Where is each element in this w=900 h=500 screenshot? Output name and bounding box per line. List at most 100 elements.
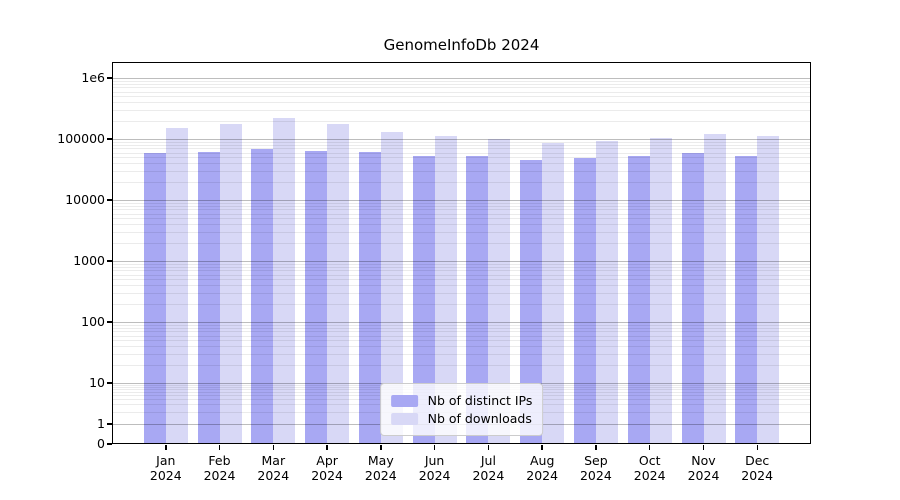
y-tick-label: 10 <box>89 375 105 390</box>
gridline-minor <box>112 364 811 366</box>
gridline-minor <box>112 181 811 183</box>
gridline-major <box>112 78 811 79</box>
gridline-minor <box>112 327 811 329</box>
bar-ips-sep <box>573 157 596 444</box>
x-tick-mark <box>595 445 597 450</box>
x-tick-mark <box>487 445 490 450</box>
x-tick-year: 2024 <box>579 468 612 483</box>
gridline-minor <box>112 224 811 226</box>
gridline-minor <box>112 266 811 268</box>
gridline-minor <box>112 303 811 305</box>
gridline-minor <box>112 331 811 333</box>
x-tick-year: 2024 <box>364 468 397 483</box>
y-tick-mark <box>107 321 112 323</box>
gridline-minor <box>112 152 811 154</box>
gridline-minor <box>112 91 811 93</box>
x-tick-mark <box>541 445 543 450</box>
y-tick-label: 1000 <box>73 253 105 268</box>
x-tick-label: Apr 2024 <box>300 453 354 483</box>
x-tick-year: 2024 <box>311 468 343 483</box>
legend-label: Nb of downloads <box>427 411 532 426</box>
x-tick-year: 2024 <box>741 468 774 483</box>
gridline-minor <box>112 148 811 150</box>
bar-ips-mar <box>251 149 274 444</box>
x-tick-label: Aug 2024 <box>515 453 569 483</box>
gridline-minor <box>112 83 811 85</box>
bar-ips-jun <box>412 156 435 444</box>
bar-downloads-dec <box>757 136 780 444</box>
y-tick-label: 0 <box>97 436 105 451</box>
bar-ips-dec <box>735 156 758 444</box>
bar-downloads-aug <box>542 142 565 444</box>
x-tick-label: Jun 2024 <box>408 453 462 483</box>
x-tick-year: 2024 <box>203 468 236 483</box>
legend-item: Nb of distinct IPs <box>390 393 532 408</box>
gridline-minor <box>112 213 811 215</box>
bar-downloads-jun <box>434 135 457 444</box>
gridline-minor <box>112 353 811 355</box>
x-tick-label: Mar 2024 <box>246 453 300 483</box>
gridline-minor <box>112 202 811 204</box>
bar-ips-aug <box>520 160 543 444</box>
gridline-minor <box>112 218 811 220</box>
y-tick-mark <box>107 382 112 384</box>
y-tick-label: 1 <box>97 416 105 431</box>
gridline-major <box>112 322 811 323</box>
chart-title: GenomeInfoDb 2024 <box>383 36 540 54</box>
gridline-minor <box>112 96 811 98</box>
x-tick-year: 2024 <box>526 468 559 483</box>
bar-ips-feb <box>197 151 220 444</box>
gridline-minor <box>112 205 811 207</box>
gridline-minor <box>112 335 811 337</box>
bar-ips-apr <box>305 151 328 444</box>
x-tick-mark <box>648 445 651 450</box>
y-tick-mark <box>107 260 112 262</box>
gridline-minor <box>112 163 811 165</box>
gridline-minor <box>112 209 811 211</box>
x-tick-mark <box>326 445 328 450</box>
x-tick-year: 2024 <box>149 468 182 483</box>
gridline-minor <box>112 144 811 146</box>
x-tick-label: May 2024 <box>354 453 408 483</box>
gridline-minor <box>112 109 811 111</box>
bar-downloads-apr <box>327 123 350 444</box>
plot-frame <box>112 62 811 444</box>
x-tick-mark <box>218 445 221 450</box>
x-tick-mark <box>702 445 705 450</box>
y-tick-mark <box>107 423 112 425</box>
gridline-minor <box>112 157 811 159</box>
y-tick-mark <box>107 199 112 201</box>
gridline-minor <box>112 80 811 82</box>
legend-swatch <box>390 394 418 407</box>
gridline-minor <box>112 170 811 172</box>
bar-ips-may <box>358 151 381 444</box>
y-tick-label: 1e6 <box>81 70 105 85</box>
legend-item: Nb of downloads <box>390 411 533 426</box>
gridline-minor <box>112 346 811 348</box>
bar-ips-nov <box>681 152 704 444</box>
x-tick-label: Oct 2024 <box>623 453 677 483</box>
bar-downloads-oct <box>649 137 672 444</box>
x-tick-label: Dec 2024 <box>730 453 784 483</box>
legend: Nb of distinct IPs Nb of downloads <box>379 383 544 436</box>
gridline-minor <box>112 231 811 233</box>
x-tick-label: Nov 2024 <box>677 453 731 483</box>
bar-downloads-feb <box>219 124 242 444</box>
y-tick-mark <box>107 443 112 445</box>
bars-layer <box>112 62 811 444</box>
bar-downloads-mar <box>273 118 296 444</box>
y-tick-label: 100 <box>81 314 105 329</box>
gridline-minor <box>112 102 811 104</box>
bar-ips-oct <box>627 155 650 444</box>
x-tick-mark <box>380 445 382 450</box>
y-tick-mark <box>107 77 112 79</box>
bar-ips-jul <box>466 156 489 444</box>
x-tick-label: Sep 2024 <box>569 453 623 483</box>
x-tick-label: Feb 2024 <box>193 453 247 483</box>
bar-downloads-jan <box>165 128 188 444</box>
y-tick-label: 10000 <box>65 192 105 207</box>
gridline-minor <box>112 285 811 287</box>
gridline-minor <box>112 87 811 89</box>
x-tick-mark <box>433 445 436 450</box>
